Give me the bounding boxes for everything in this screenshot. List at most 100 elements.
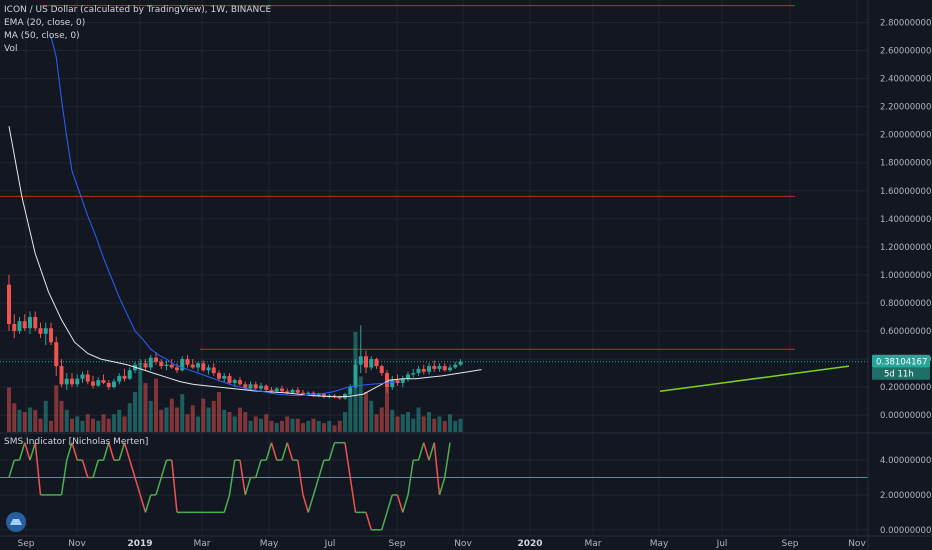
sms-segment (428, 442, 435, 461)
volume-bar (285, 416, 290, 432)
volume-bar (238, 407, 242, 432)
volume-bar (7, 387, 11, 432)
candle-body (274, 388, 279, 392)
price-tick-label: 2.20000000 (880, 103, 931, 113)
volume-bar (442, 420, 447, 432)
volume-bar (54, 385, 59, 432)
price-tick-label: 1.80000000 (880, 159, 931, 169)
ema-legend[interactable]: EMA (20, close, 0) (4, 18, 86, 28)
time-tick-label: Sep (782, 539, 799, 549)
volume-bar (206, 407, 211, 432)
candle-body (75, 378, 80, 385)
candle-body (395, 380, 400, 383)
price-tick-label: 1.20000000 (880, 243, 931, 253)
candle-body (201, 363, 206, 371)
candle-body (301, 392, 305, 395)
price-tick-label: 0.60000000 (880, 327, 931, 337)
volume-bar (327, 420, 332, 432)
candle-body (222, 375, 227, 379)
price-tick-label: 2.60000000 (880, 46, 931, 56)
candle-body (232, 380, 237, 383)
volume-bar (453, 420, 458, 432)
price-tick-label: 1.40000000 (880, 215, 931, 225)
candle-body (101, 380, 106, 383)
volume-bar (43, 400, 48, 432)
sms-segment (328, 442, 336, 461)
candle-body (238, 380, 242, 385)
candle-body (416, 368, 421, 374)
price-tick-label: 0.80000000 (880, 299, 931, 309)
countdown-badge (872, 367, 930, 380)
sms-segment (123, 442, 131, 461)
volume-bar (85, 414, 90, 432)
volume-bar (169, 398, 174, 432)
candle-body (85, 374, 90, 382)
volume-bar (112, 414, 116, 432)
symbol-title[interactable]: ICON / US Dollar (calculated by TradingV… (4, 5, 272, 15)
candle-body (159, 361, 164, 367)
ma-legend[interactable]: MA (50, close, 0) (4, 31, 80, 41)
volume-bar (427, 412, 431, 432)
candle-body (379, 366, 384, 374)
candle-body (59, 366, 64, 385)
volume-bar (232, 416, 237, 432)
volume-bar (253, 416, 258, 432)
candle-body (22, 321, 27, 329)
candle-body (49, 328, 53, 343)
candle-body (437, 366, 442, 369)
candle-body (306, 392, 311, 395)
volume-bar (164, 407, 169, 432)
sms-segment (108, 442, 115, 461)
volume-bars (7, 332, 463, 432)
price-tick-label: 1.00000000 (880, 271, 931, 281)
candle-body (353, 364, 358, 388)
sms-segment (423, 442, 430, 461)
sms-segment (286, 442, 294, 461)
candle-body (364, 356, 368, 368)
sms-segment (381, 512, 388, 530)
price-tick-label: 0.20000000 (880, 383, 931, 393)
candle-body (290, 389, 295, 393)
volume-bar (306, 420, 311, 432)
volume-bar (437, 416, 442, 432)
sms-segment (171, 460, 178, 513)
sms-segment (102, 442, 110, 461)
volume-bar (301, 423, 305, 432)
volume-bar (227, 412, 232, 432)
volume-bar (122, 416, 127, 432)
sms-segment (444, 442, 451, 478)
candle-body (259, 385, 263, 389)
sms-segment (265, 442, 273, 461)
volume-bar (264, 414, 269, 432)
sms-segment (312, 477, 320, 496)
volume-bar (448, 414, 452, 432)
candle-body (54, 342, 59, 367)
sms-segment (349, 477, 357, 513)
price-tick-label: 0.00000000 (880, 411, 931, 421)
sms-segment (129, 459, 136, 478)
sms-segment (417, 442, 425, 461)
volume-bar (106, 418, 111, 432)
sms-segment (223, 494, 231, 513)
volume-bar (138, 365, 143, 432)
candle-body (243, 384, 248, 389)
volume-bar (201, 398, 206, 432)
volume-bar (322, 423, 326, 432)
volume-bar (143, 383, 148, 432)
candle-body (406, 374, 410, 379)
volume-bar (222, 409, 227, 432)
candle-body (143, 363, 148, 368)
candle-body (348, 387, 353, 395)
volume-bar (295, 418, 300, 432)
candle-body (217, 373, 221, 379)
price-tick-label: 2.80000000 (880, 18, 931, 28)
sms-indicator-label[interactable]: SMS Indicator [Nicholas Merten] (4, 437, 149, 447)
sms-segment (71, 442, 78, 461)
vol-legend[interactable]: Vol (4, 44, 18, 54)
candle-body (154, 357, 158, 362)
time-tick-label: Jul (324, 539, 336, 549)
candle-body (91, 381, 95, 386)
sms-segment (155, 477, 162, 496)
tradingview-logo-icon[interactable] (6, 512, 26, 532)
